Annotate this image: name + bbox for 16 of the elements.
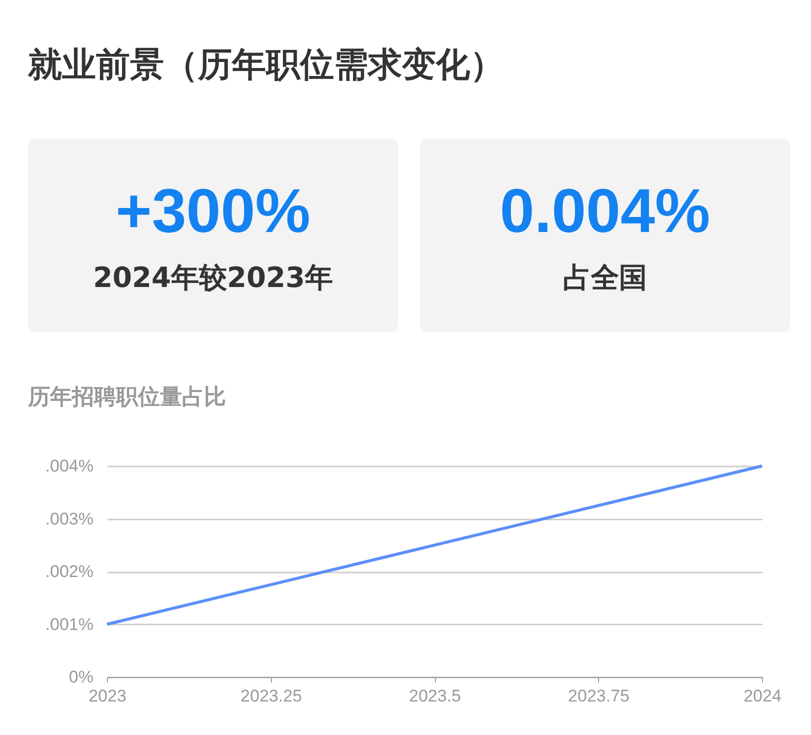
y-tick-label: .004% xyxy=(45,456,94,476)
y-tick-label: .002% xyxy=(45,562,94,581)
text: 占全国 xyxy=(562,260,648,296)
y-tick-label: .003% xyxy=(45,509,94,528)
chart-title: 历年招聘职位量占比 xyxy=(27,385,226,410)
x-tick-label: 2023.25 xyxy=(240,686,302,706)
x-tick-label: 2023.5 xyxy=(409,686,461,706)
text: 2024年较2023年 xyxy=(92,260,334,296)
x-tick-label: 2023 xyxy=(88,686,126,706)
x-tick-label: 2024 xyxy=(744,686,782,706)
y-tick-label: .001% xyxy=(45,614,94,634)
x-tick-label: 2023.75 xyxy=(568,686,630,706)
text: 就业前景（历年职位需求变化） xyxy=(28,44,505,87)
text: 0.004% xyxy=(498,177,712,247)
y-tick-label: 0% xyxy=(68,668,94,686)
text: +300% xyxy=(114,177,312,247)
